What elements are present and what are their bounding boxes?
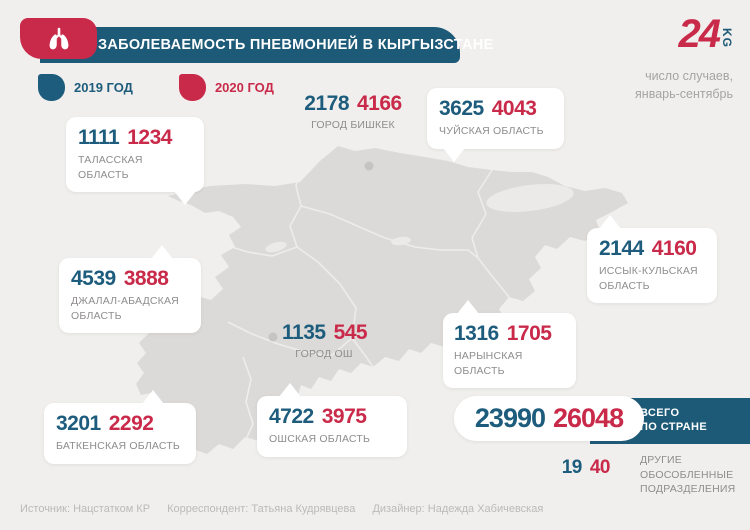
other-units-label: ДРУГИЕ ОБОСОБЛЕННЫЕ ПОДРАЗДЕЛЕНИЯ [640,454,736,496]
note-cases: число случаев, январь-сентябрь [635,69,733,102]
logo-24: 24 [678,12,721,56]
card-pointer [151,245,173,259]
other-units-values: 19 40 [561,457,611,478]
legend-2019-label: 2019 ГОД [74,80,133,95]
osh-city-dot [268,332,278,342]
total-country-values: 23990 26048 [454,396,644,441]
credit-designer: Дизайнер: Надежда Хабичевская [372,503,544,515]
title-bar: ЗАБОЛЕВАЕМОСТЬ ПНЕВМОНИЕЙ В КЫРГЫЗСТАНЕ [40,27,494,63]
region-label-osh-city: 1135 545 ГОРОД ОШ [282,321,368,360]
legend: 2019 ГОД 2020 ГОД [38,74,274,101]
bishkek-city-dot [364,161,374,171]
legend-2019-swatch [38,74,65,101]
total-country-label: ВСЕГО ПО СТРАНЕ [640,407,708,434]
region-card-talas: 1111 1234 ТАЛАССКАЯ ОБЛАСТЬ [66,117,204,206]
legend-2020-label: 2020 ГОД [214,80,274,95]
card-pointer [457,300,479,314]
legend-2020-swatch [178,74,206,101]
region-label-bishkek: 2178 4166 ГОРОД БИШКЕК [304,92,402,131]
country-outline [136,146,628,454]
brand-logo: 24 KG [679,14,735,54]
title-badge [20,18,97,59]
credit-source: Источник: Нацстатком КР [20,503,151,515]
credit-correspondent: Корреспондент: Татьяна Кудрявцева [167,503,356,515]
region-card-batken: 3201 2292 БАТКЕНСКАЯ ОБЛАСТЬ [44,390,196,464]
credits: Источник: Нацстатком КР Корреспондент: Т… [20,503,557,515]
card-pointer [443,147,465,162]
region-card-jalal-abad: 4539 3888 ДЖАЛАЛ-АБАДСКАЯ ОБЛАСТЬ [59,245,201,334]
region-card-naryn: 1316 1705 НАРЫНСКАЯ ОБЛАСТЬ [443,300,576,389]
card-pointer [279,383,301,397]
card-pointer [142,390,164,404]
lakes [265,184,574,253]
region-card-osh-oblast: 4722 3975 ОШСКАЯ ОБЛАСТЬ [257,383,407,457]
page-title: ЗАБОЛЕВАЕМОСТЬ ПНЕВМОНИЕЙ В КЫРГЫЗСТАНЕ [98,37,494,53]
region-card-issyk-kul: 2144 4160 ИССЫК-КУЛЬСКАЯ ОБЛАСТЬ [587,215,717,304]
region-card-chuy: 3625 4043 ЧУЙСКАЯ ОБЛАСТЬ [427,88,564,162]
card-pointer [599,215,621,229]
lungs-icon [49,27,68,49]
card-pointer [174,191,196,206]
logo-kg: KG [720,28,734,48]
